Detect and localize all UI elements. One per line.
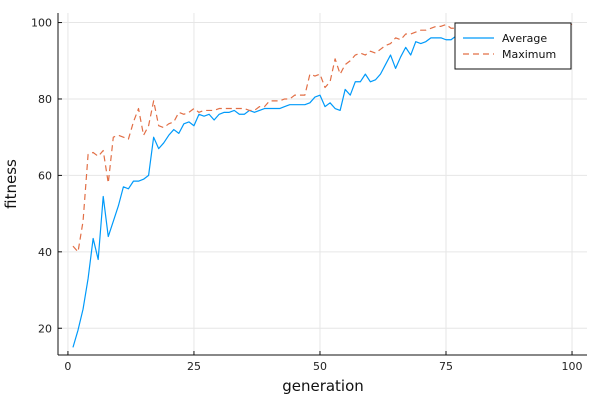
y-tick-label-20: 20 (38, 322, 52, 335)
y-tick-label-60: 60 (38, 169, 52, 182)
y-tick-label-100: 100 (31, 17, 52, 30)
legend-box (454, 22, 572, 70)
x-tick-label-100: 100 (562, 360, 583, 373)
axes: 0 25 50 75 100 20 40 60 80 100 (31, 13, 587, 373)
x-tick-label-50: 50 (313, 360, 327, 373)
y-tick-label-40: 40 (38, 246, 52, 259)
y-tick-label-80: 80 (38, 93, 52, 106)
legend-label-average: Average (502, 32, 547, 45)
x-tick-label-75: 75 (439, 360, 453, 373)
legend: Average Maximum (454, 22, 572, 70)
legend-label-maximum: Maximum (502, 48, 556, 61)
x-tick-label-25: 25 (187, 360, 201, 373)
x-tick-label-0: 0 (64, 360, 71, 373)
series-lines (72, 23, 573, 348)
series-line-average (72, 23, 573, 348)
y-axis-title: fitness (2, 159, 20, 209)
x-axis-title: generation (282, 377, 364, 395)
